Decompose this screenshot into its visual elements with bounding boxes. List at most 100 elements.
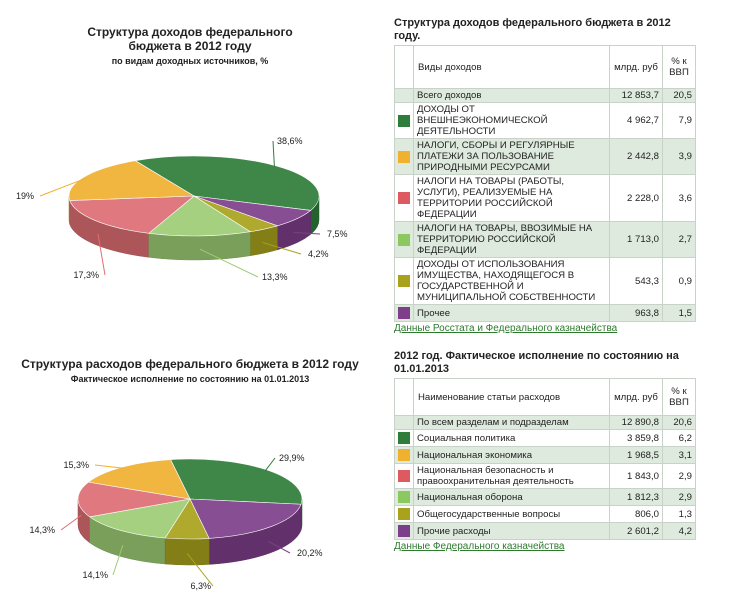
pie-slice: Социальная политика [170,458,303,505]
income-col-value: млрд. руб [609,45,663,89]
row-value: 3 859,8 [609,429,663,447]
income-table-header: Виды доходов млрд. руб % к ВВП [394,45,696,89]
row-pct: 4,2 [662,522,696,540]
pie-slice: Налоги, сборы и платежи за природные рес… [68,160,196,201]
pie-slice: Налоги на товары, реализуемые на террито… [69,195,195,234]
pie-leader-line [268,541,291,554]
legend-swatch [398,150,410,163]
row-value: 1 812,3 [609,488,663,506]
row-value: 2 442,8 [609,138,663,175]
expense-pie-chart: Социальная политикаПрочие расходыОбщегос… [29,453,323,591]
legend-swatch [398,307,410,319]
table-row: Национальная безопасность и правоохранит… [394,463,696,489]
pie-data-label: 7,5% [327,229,348,239]
table-row: Прочие расходы 2 601,2 4,2 [394,522,696,540]
pie-leader-line [199,248,259,278]
expense-source-link[interactable]: Данные Федерального казначейства [394,541,565,552]
pie-data-label: 14,1% [82,570,108,580]
pie-leader-line [39,177,87,197]
expense-total-pct: 20,6 [662,415,696,430]
table-row: ДОХОДЫ ОТ ВНЕШНЕЭКОНОМИЧЕСКОЙ ДЕЯТЕЛЬНОС… [394,102,696,139]
pie-data-label: 17,3% [73,270,99,280]
pie-leader-line [94,464,124,469]
row-name: Прочие расходы [413,522,610,540]
row-name: Общегосударственные вопросы [413,505,610,523]
table-row: Прочее 963,8 1,5 [394,304,696,322]
income-source-link[interactable]: Данные Росстата и Федерального казначейс… [394,323,618,334]
table-row: Национальная оборона 1 812,3 2,9 [394,488,696,506]
row-name: НАЛОГИ НА ТОВАРЫ (РАБОТЫ, УСЛУГИ), РЕАЛИ… [413,174,610,222]
income-col-pct: % к ВВП [662,45,696,89]
income-pie-chart: Доходы от внешнеэкономической деятельнос… [16,136,348,282]
expense-col-name: Наименование статьи расходов [413,378,610,416]
pie-slice: Национальная экономика [87,459,191,500]
table-row: ДОХОДЫ ОТ ИСПОЛЬЗОВАНИЯ ИМУЩЕСТВА, НАХОД… [394,257,696,305]
expense-total-value: 12 890,8 [609,415,663,430]
legend-swatch [398,192,410,204]
row-value: 543,3 [609,257,663,305]
table-row: Общегосударственные вопросы 806,0 1,3 [394,505,696,523]
row-value: 2 228,0 [609,174,663,222]
row-pct: 3,6 [662,174,696,222]
row-pct: 1,3 [662,505,696,523]
legend-swatch [398,508,410,520]
legend-swatch [398,432,410,444]
legend-swatch [398,114,410,127]
table-row: НАЛОГИ НА ТОВАРЫ, ВВОЗИМЫЕ НА ТЕРРИТОРИЮ… [394,221,696,258]
expense-col-pct: % к ВВП [662,378,696,416]
expense-col-value: млрд. руб [609,378,663,416]
row-name: Национальная оборона [413,488,610,506]
expense-table-header: Наименование статьи расходов млрд. руб %… [394,378,696,416]
income-total-pct: 20,5 [662,88,696,103]
expense-table-title: 2012 год. Фактическое исполнение по сост… [394,350,679,375]
pie-leader-line [262,241,302,255]
pie-data-label: 4,2% [308,249,329,259]
income-total-row: Всего доходов 12 853,7 20,5 [394,88,696,103]
legend-swatch [398,233,410,246]
row-name: Социальная политика [413,429,610,447]
pie-data-label: 13,3% [262,272,288,282]
pie-leader-line [60,514,82,531]
row-name: Прочее [413,304,610,322]
pie-slice: Прочие расходы [189,498,302,539]
pie-slice: Налоги на товары, ввозимые на территорию… [148,195,252,237]
income-chart-title-block: Структура доходов федерального бюджета в… [60,25,320,67]
income-chart-title-line1: Структура доходов федерального [87,25,293,39]
income-table: Виды доходов млрд. руб % к ВВП Всего дох… [394,45,696,322]
pie-leader-line [97,234,106,276]
table-row: Социальная политика 3 859,8 6,2 [394,429,696,447]
expense-total-row: По всем разделам и подразделам 12 890,8 … [394,415,696,430]
pie-data-label: 19% [16,191,34,201]
pie-slice: Национальная оборона [88,498,191,539]
income-total-name: Всего доходов [413,88,610,103]
row-name: Национальная экономика [413,446,610,464]
legend-swatch [398,470,410,482]
pie-data-label: 38,6% [277,136,303,146]
income-total-value: 12 853,7 [609,88,663,103]
pie-leader-line [293,231,321,235]
row-name: НАЛОГИ НА ТОВАРЫ, ВВОЗИМЫЕ НА ТЕРРИТОРИЮ… [413,221,610,258]
legend-swatch [398,449,410,461]
row-value: 806,0 [609,505,663,523]
table-row: НАЛОГИ, СБОРЫ И РЕГУЛЯРНЫЕ ПЛАТЕЖИ ЗА ПО… [394,138,696,175]
row-name: Национальная безопасность и правоохранит… [413,463,610,489]
row-pct: 2,9 [662,488,696,506]
expense-total-name: По всем разделам и подразделам [413,415,610,430]
legend-swatch [398,491,410,503]
row-value: 2 601,2 [609,522,663,540]
row-pct: 1,5 [662,304,696,322]
row-value: 963,8 [609,304,663,322]
pie-slice: Доходы от внешнеэкономической деятельнос… [134,155,320,211]
pie-data-label: 6,3% [190,581,211,591]
row-name: ДОХОДЫ ОТ ИСПОЛЬЗОВАНИЯ ИМУЩЕСТВА, НАХОД… [413,257,610,305]
expense-chart-title-block: Структура расходов федерального бюджета … [20,357,360,385]
pie-leader-line [112,544,124,576]
row-name: НАЛОГИ, СБОРЫ И РЕГУЛЯРНЫЕ ПЛАТЕЖИ ЗА ПО… [413,138,610,175]
row-pct: 2,9 [662,463,696,489]
expense-chart-subtitle: Фактическое исполнение по состоянию на 0… [70,374,310,384]
pie-data-label: 20,2% [297,548,323,558]
row-value: 1 968,5 [609,446,663,464]
pie-data-label: 29,9% [279,453,305,463]
row-value: 4 962,7 [609,102,663,139]
income-chart-title-line2: бюджета в 2012 году [128,39,252,53]
